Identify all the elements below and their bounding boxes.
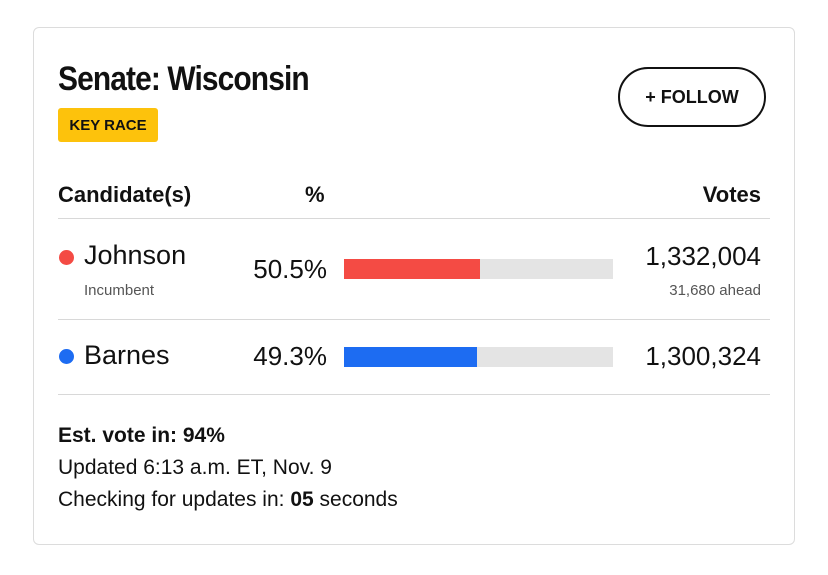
candidate-name: Johnson	[84, 240, 187, 270]
est-value: 94%	[182, 424, 225, 447]
divider	[58, 218, 770, 219]
percent: 49.3%	[253, 341, 327, 371]
est-label: Est. vote in:	[58, 424, 178, 447]
column-header: Votes	[702, 182, 761, 207]
divider	[58, 394, 770, 395]
title: Senate: Wisconsin	[58, 60, 310, 98]
vote-bar	[344, 259, 480, 279]
party-dot	[59, 349, 74, 364]
bar-track	[344, 259, 613, 279]
updated: Updated 6:13 a.m. ET, Nov. 9	[58, 456, 332, 479]
lead: 31,680 ahead	[669, 282, 761, 299]
votes: 1,300,324	[645, 341, 761, 371]
percent: 50.5%	[253, 254, 327, 284]
countdown-unit: seconds	[319, 488, 398, 511]
votes: 1,332,004	[645, 241, 761, 271]
divider	[58, 319, 770, 320]
party-dot	[59, 250, 74, 265]
candidate-note: Incumbent	[84, 282, 155, 299]
vote-bar	[344, 347, 477, 367]
follow-button[interactable]: + FOLLOW	[618, 67, 766, 127]
checking-label: Checking for updates in:	[58, 488, 285, 511]
column-header: %	[305, 182, 325, 207]
key-race-badge: KEY RACE	[58, 108, 158, 142]
card	[33, 27, 795, 545]
est-vote: Est. vote in: 94%	[58, 424, 225, 448]
checking: Checking for updates in: 05 seconds	[58, 488, 398, 512]
countdown: 05	[290, 488, 314, 511]
bar-track	[344, 347, 613, 367]
candidate-name: Barnes	[84, 340, 170, 370]
column-header: Candidate(s)	[58, 182, 192, 207]
